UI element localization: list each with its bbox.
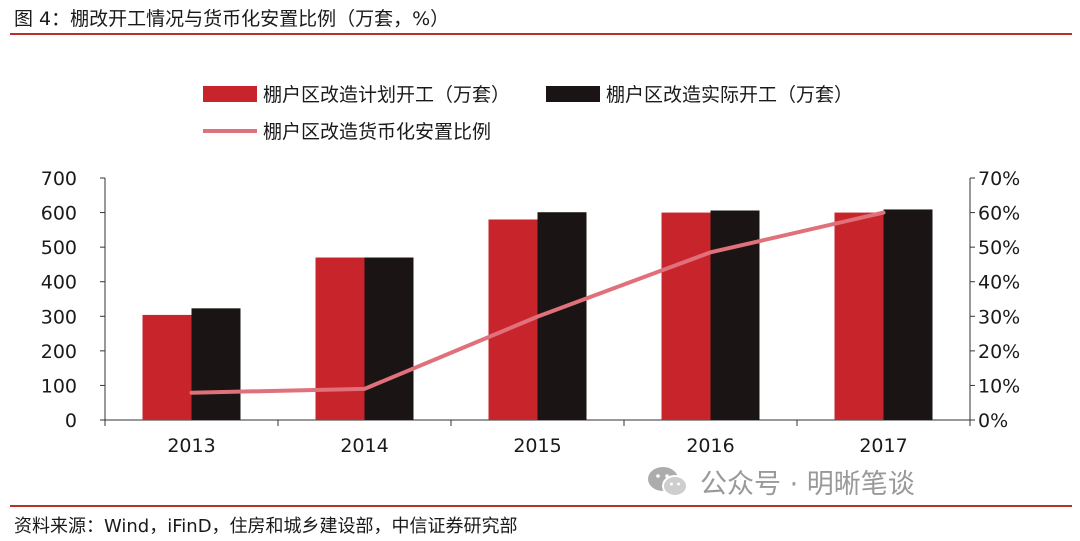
y-left-tick-label: 500 [41,237,77,259]
bar-planned [142,314,192,420]
y-right-tick-label: 10% [978,375,1020,397]
bar-actual [191,308,241,420]
bar-actual [364,257,414,420]
x-tick-label: 2013 [167,435,215,457]
ratio-line [189,210,886,395]
bar-planned [661,212,711,420]
figure-title: 图 4：棚改开工情况与货币化安置比例（万套，%） [14,8,450,30]
x-tick-label: 2015 [513,435,561,457]
y-left-tick-label: 0 [65,410,77,432]
y-right-tick-label: 70% [978,168,1020,190]
y-right-tick-label: 30% [978,306,1020,328]
bars [142,209,933,420]
bar-planned [834,212,884,420]
ratio-line-layer [189,210,886,395]
watermark: 公众号 · 明晰笔谈 [646,462,915,501]
legend-label-ratio: 棚户区改造货币化安置比例 [263,121,491,143]
legend-label-planned: 棚户区改造计划开工（万套） [263,84,510,106]
y-left-tick-label: 700 [41,168,77,190]
bar-planned [315,257,365,420]
x-tick-label: 2017 [859,435,907,457]
watermark-text: 公众号 · 明晰笔谈 [700,469,915,500]
bar-actual [537,212,587,420]
legend-swatch-actual [546,86,600,102]
y-right-tick-label: 60% [978,203,1020,225]
y-left-tick-label: 100 [41,375,77,397]
bar-actual [883,209,933,420]
title-rule [10,33,1072,35]
legend: 棚户区改造计划开工（万套） 棚户区改造实际开工（万套） 棚户区改造货币化安置比例 [203,84,853,143]
source-note: 资料来源：Wind，iFinD，住房和城乡建设部，中信证券研究部 [14,516,518,537]
x-tick-label: 2014 [340,435,388,457]
axes: 0 100 200 300 400 500 600 700 0% 10% 20% 30% 40% 50% 6… [41,168,1021,457]
y-right-tick-label: 0% [978,410,1008,432]
y-right-tick-label: 20% [978,341,1020,363]
chart: 棚户区改造计划开工（万套） 棚户区改造实际开工（万套） 棚户区改造货币化安置比例… [41,84,1021,457]
y-left-tick-label: 300 [41,306,77,328]
legend-swatch-planned [203,86,257,102]
legend-item-actual: 棚户区改造实际开工（万套） [546,84,853,106]
y-left-tick-label: 400 [41,272,77,294]
legend-item-planned: 棚户区改造计划开工（万套） [203,84,510,106]
y-right-tick-label: 40% [978,272,1020,294]
y-left-tick-label: 200 [41,341,77,363]
legend-item-ratio: 棚户区改造货币化安置比例 [203,121,491,143]
y-left-tick-label: 600 [41,203,77,225]
y-right-tick-label: 50% [978,237,1020,259]
x-tick-label: 2016 [686,435,734,457]
wechat-icon [648,466,688,497]
source-rule [10,505,1072,507]
legend-label-actual: 棚户区改造实际开工（万套） [606,84,853,106]
